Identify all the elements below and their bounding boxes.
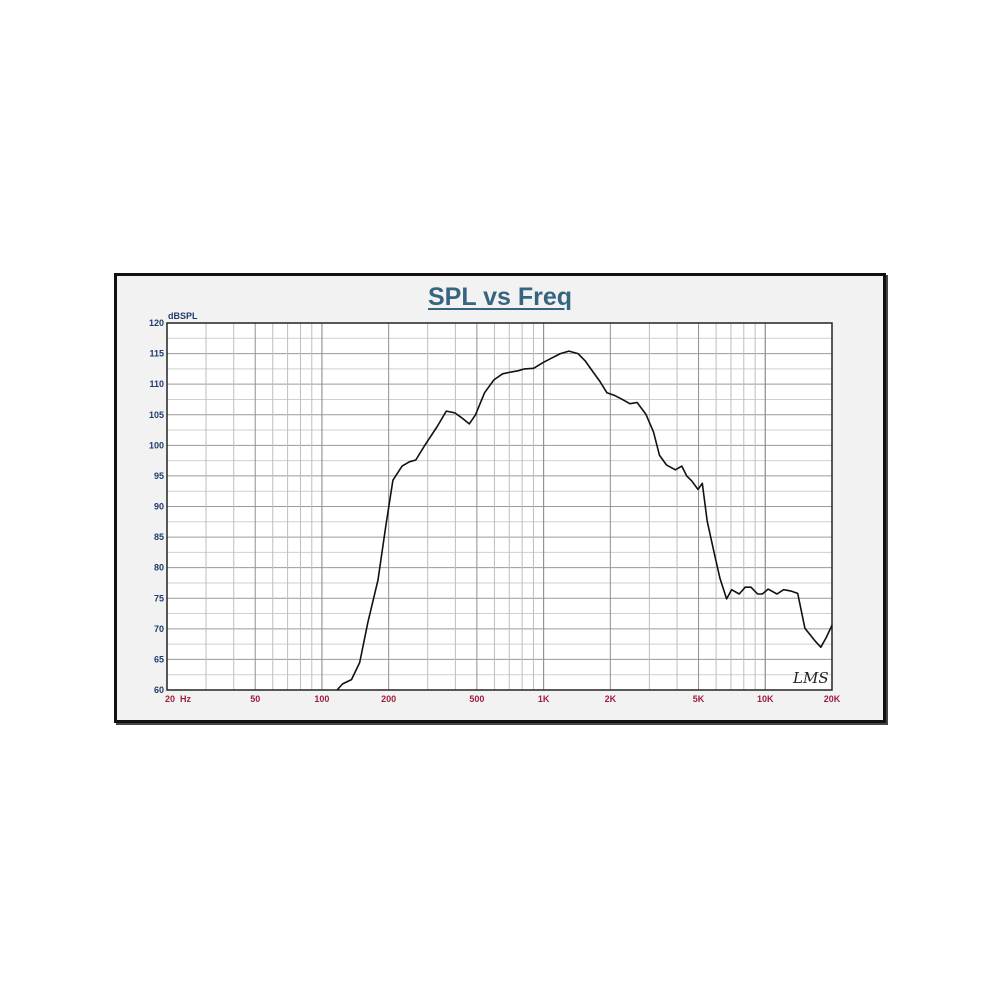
y-tick-label: 105 bbox=[149, 410, 164, 420]
y-tick-label: 60 bbox=[154, 685, 164, 695]
x-tick-label: 100 bbox=[314, 694, 329, 704]
plot-border bbox=[166, 322, 833, 691]
x-tick-label: 2K bbox=[605, 694, 617, 704]
y-tick-label: 70 bbox=[154, 624, 164, 634]
lms-watermark: LMS bbox=[792, 669, 829, 687]
y-tick-label: 85 bbox=[154, 532, 164, 542]
y-tick-label: 110 bbox=[149, 379, 164, 389]
x-tick-label: 20K bbox=[824, 694, 841, 704]
x-tick-label: 200 bbox=[381, 694, 396, 704]
x-tick-label: 20 Hz bbox=[165, 694, 192, 704]
x-tick-label: 10K bbox=[757, 694, 774, 704]
y-tick-label: 120 bbox=[149, 318, 164, 328]
y-tick-label: 90 bbox=[154, 502, 164, 512]
y-tick-label: 100 bbox=[149, 440, 164, 450]
y-tick-label: 95 bbox=[154, 471, 164, 481]
y-axis-label: dBSPL bbox=[168, 311, 198, 321]
spl-curve bbox=[336, 350, 833, 691]
chart-title: SPL vs Freq bbox=[427, 283, 573, 311]
y-tick-label: 115 bbox=[149, 349, 164, 359]
x-tick-label: 5K bbox=[693, 694, 705, 704]
y-tick-label: 65 bbox=[154, 654, 164, 664]
x-tick-label: 500 bbox=[469, 694, 484, 704]
y-tick-label: 80 bbox=[154, 563, 164, 573]
y-tick-label: 75 bbox=[154, 593, 164, 603]
x-tick-label: 50 bbox=[250, 694, 260, 704]
x-tick-label: 1K bbox=[538, 694, 550, 704]
